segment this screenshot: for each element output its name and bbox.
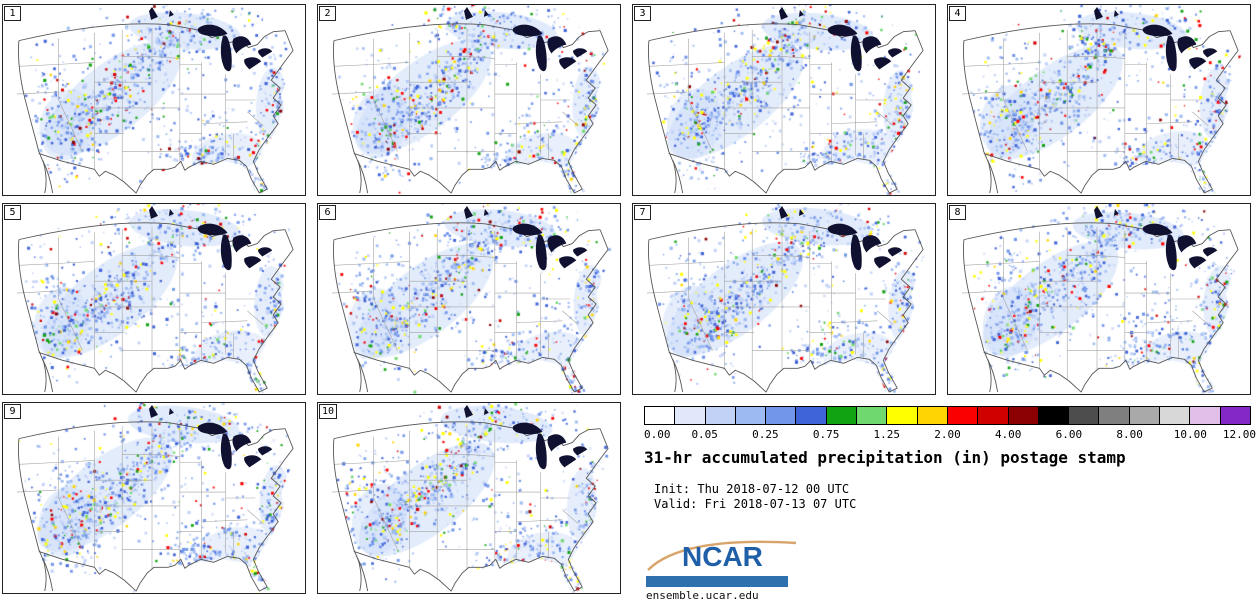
panel-number: 3	[634, 6, 651, 21]
colorbar-cell	[1220, 407, 1250, 424]
forecast-panel-1: 1	[2, 4, 306, 196]
colorbar-tick-label: 0.05	[691, 428, 718, 441]
forecast-panel-9: 9	[2, 402, 306, 594]
ncar-logo-bar	[646, 576, 788, 587]
colorbar-tick-label: 1.25	[873, 428, 901, 441]
colorbar-cell	[675, 407, 706, 424]
us-basemap	[16, 6, 294, 194]
colorbar-cell	[796, 407, 827, 424]
colorbar-tick-label: 10.00	[1173, 428, 1207, 441]
panel-number: 4	[949, 6, 966, 21]
forecast-panel-7: 7	[632, 203, 936, 395]
colorbar-cell	[1069, 407, 1100, 424]
us-basemap	[331, 404, 609, 592]
ncar-logo-mark: NCAR	[647, 540, 797, 572]
colorbar-tick-label: 0.75	[812, 428, 840, 441]
panel-number: 5	[4, 205, 21, 220]
forecast-panel-10: 10	[317, 402, 621, 594]
us-basemap	[331, 6, 609, 194]
us-basemap	[961, 205, 1239, 393]
colorbar-tick-label: 4.00	[994, 428, 1022, 441]
colorbar-tick-label: 0.00	[644, 428, 671, 441]
ncar-logo-text: NCAR	[682, 541, 763, 572]
us-basemap	[646, 205, 924, 393]
colorbar-cell	[1038, 407, 1070, 424]
site-url: ensemble.ucar.edu	[646, 589, 759, 602]
ncar-logo: NCAR ensemble.ucar.edu	[646, 536, 816, 602]
plot-title: 31-hr accumulated precipitation (in) pos…	[644, 448, 1126, 467]
valid-time: Valid: Fri 2018-07-13 07 UTC	[654, 497, 857, 511]
legend-area: 0.00 0.05 0.25 0.75 1.25 2.00 4.00 6.00 8.00 10.0…	[632, 402, 1260, 602]
panel-number: 9	[4, 404, 21, 419]
colorbar-cell	[735, 407, 767, 424]
us-basemap	[646, 6, 924, 194]
colorbar-cell	[1099, 407, 1130, 424]
forecast-panel-4: 4	[947, 4, 1251, 196]
colorbar-tick-label: 6.00	[1055, 428, 1083, 441]
us-basemap	[16, 404, 294, 592]
colorbar-labels: 0.00 0.05 0.25 0.75 1.25 2.00 4.00 6.00 8.00 10.0…	[644, 428, 1256, 441]
init-time: Init: Thu 2018-07-12 00 UTC	[654, 482, 850, 496]
panel-number: 8	[949, 205, 966, 220]
colorbar	[644, 406, 1251, 425]
colorbar-cell	[917, 407, 948, 424]
forecast-panel-6: 6	[317, 203, 621, 395]
colorbar-cell	[1129, 407, 1161, 424]
colorbar-cell	[826, 407, 858, 424]
colorbar-cell	[947, 407, 979, 424]
us-basemap	[331, 205, 609, 393]
forecast-panel-8: 8	[947, 203, 1251, 395]
panel-number: 2	[319, 6, 336, 21]
colorbar-cell	[1008, 407, 1039, 424]
us-basemap	[16, 205, 294, 393]
colorbar-tick-label: 8.00	[1116, 428, 1143, 441]
colorbar-tick-label: 12.00	[1222, 428, 1256, 441]
colorbar-cell	[887, 407, 918, 424]
colorbar-cell	[857, 407, 888, 424]
colorbar-tick-label: 0.25	[752, 428, 779, 441]
colorbar-cell	[705, 407, 736, 424]
ncar-swoosh-icon	[647, 540, 797, 571]
panel-number: 1	[4, 6, 21, 21]
colorbar-cell	[645, 407, 676, 424]
forecast-panel-3: 3	[632, 4, 936, 196]
colorbar-cell	[978, 407, 1009, 424]
us-basemap	[961, 6, 1239, 194]
colorbar-cell	[1190, 407, 1221, 424]
colorbar-cell	[766, 407, 797, 424]
panel-number: 6	[319, 205, 336, 220]
colorbar-tick-label: 2.00	[934, 428, 961, 441]
panel-number: 7	[634, 205, 651, 220]
colorbar-cell	[1160, 407, 1191, 424]
panel-number: 10	[319, 404, 338, 419]
forecast-panel-2: 2	[317, 4, 621, 196]
forecast-panel-5: 5	[2, 203, 306, 395]
